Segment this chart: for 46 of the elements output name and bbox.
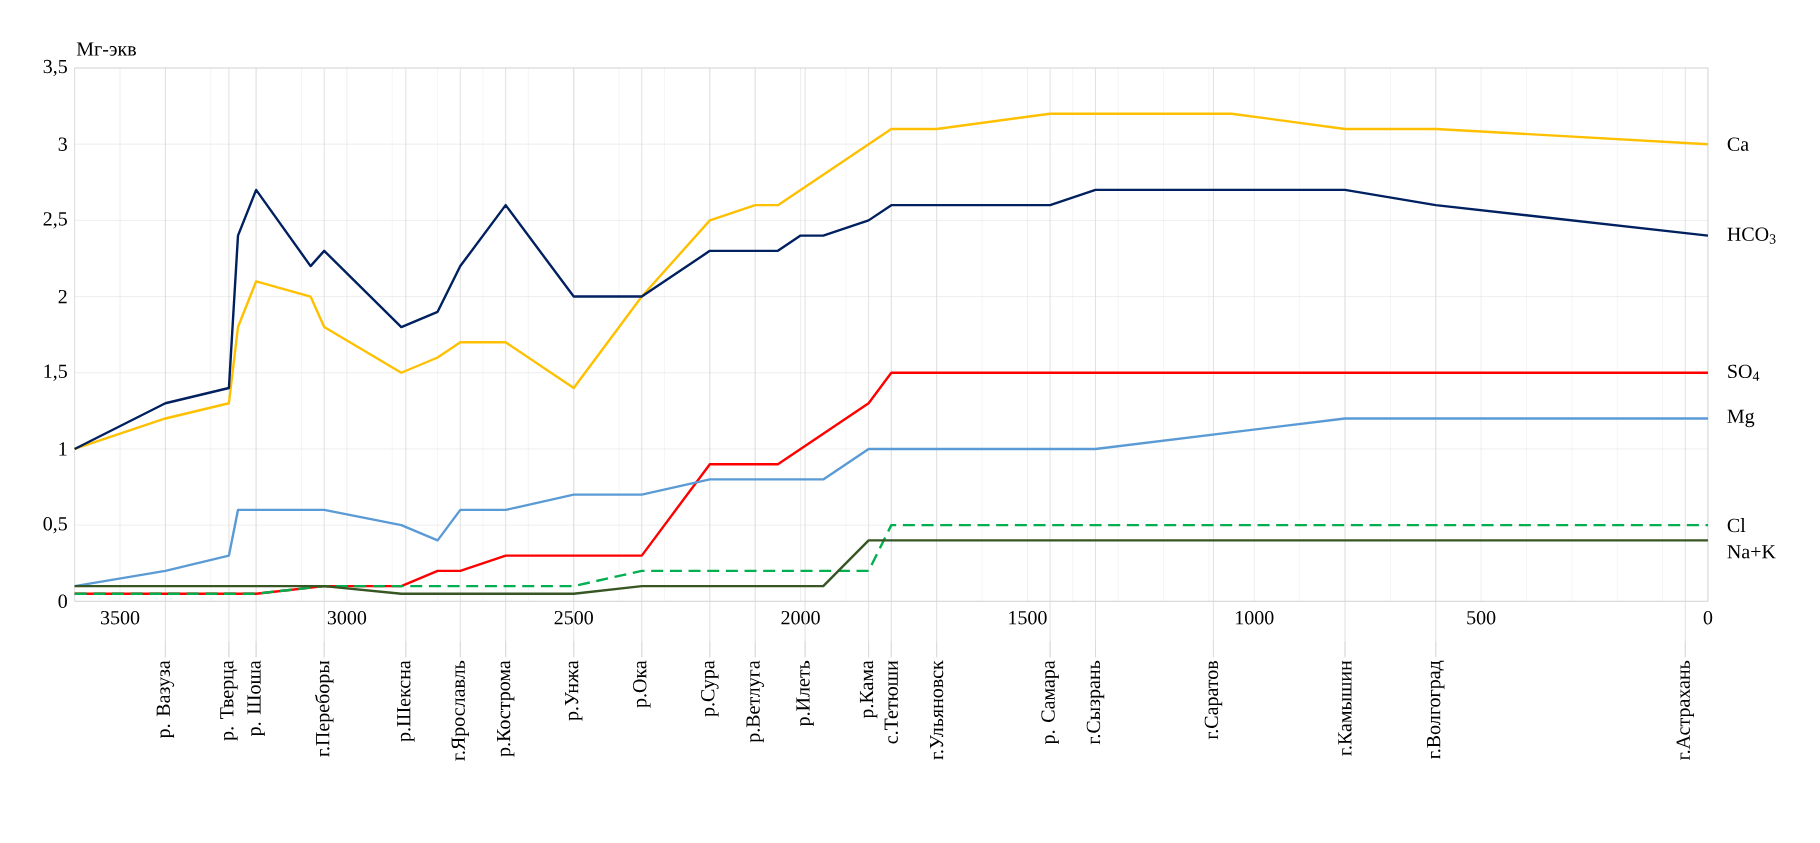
ref-line-label: р.Кама bbox=[859, 660, 878, 719]
ref-line-label: р.Унжа bbox=[565, 660, 583, 721]
ref-line-label: р. Шоша bbox=[247, 660, 265, 737]
x-tick-label: 1500 bbox=[1009, 611, 1047, 625]
y-tick-label: 3,5 bbox=[43, 60, 67, 77]
series-label: Mg bbox=[1727, 409, 1755, 428]
ref-line-label: р.Кострома bbox=[497, 660, 515, 757]
ref-line-label: г.Сызрань bbox=[1086, 661, 1105, 745]
series-label: SO$_{4}$ bbox=[1728, 364, 1760, 381]
y-tick-label: 1,5 bbox=[44, 364, 67, 382]
ref-line-label: р.Сура bbox=[701, 660, 719, 717]
ref-line-label: г.Волгоград bbox=[1427, 660, 1445, 760]
x-tick-label: 3000 bbox=[327, 611, 367, 625]
x-tick-label: 0 bbox=[1703, 611, 1713, 625]
ref-line-label: г.Переборы bbox=[314, 660, 334, 757]
ref-line-label: р. Вазуза bbox=[156, 660, 175, 739]
ref-line-label: г.Ульяновск bbox=[929, 660, 944, 760]
ref-line-label: г.Астрахань bbox=[1676, 661, 1695, 761]
series-label: Cl bbox=[1727, 518, 1746, 533]
series-label: Ca bbox=[1727, 137, 1749, 152]
ref-line-label: с.Тетюши bbox=[884, 660, 899, 744]
line-series bbox=[73, 188, 1710, 451]
x-tick-label: 1000 bbox=[1236, 611, 1274, 625]
y-tick-label: 2 bbox=[58, 290, 67, 304]
x-tick-label: 500 bbox=[1467, 611, 1496, 625]
x-tick-label: 2000 bbox=[781, 611, 820, 625]
y-tick-label: 0 bbox=[58, 594, 67, 609]
ref-line-label: г.Саратов bbox=[1204, 661, 1223, 740]
ref-line-label: р. Самара bbox=[1041, 660, 1059, 745]
x-tick-label: 2500 bbox=[554, 611, 593, 625]
ref-line-label: г.Камышин bbox=[1338, 660, 1352, 756]
series-label: HCO$_{3}$ bbox=[1727, 227, 1776, 244]
x-tick-label: 3500 bbox=[100, 611, 140, 625]
ref-line-label: г.Ярославль bbox=[451, 661, 469, 761]
y-axis-title: Мг-экв bbox=[76, 42, 136, 56]
ref-line-label: р.Ветлуга bbox=[746, 660, 764, 743]
y-tick-label: 3 bbox=[58, 137, 67, 152]
series-label: Na+K bbox=[1727, 545, 1776, 559]
y-tick-label: 2,5 bbox=[43, 212, 67, 229]
line-series bbox=[73, 524, 1710, 596]
ref-line-label: р. Тверца bbox=[220, 660, 238, 741]
ref-line-label: р.Шексна bbox=[397, 660, 415, 742]
ref-line-label: р.Илеть bbox=[796, 661, 814, 727]
y-tick-label: 1 bbox=[59, 442, 67, 456]
y-tick-label: 0,5 bbox=[43, 517, 67, 534]
ref-line-label: р.Ока bbox=[633, 660, 651, 708]
